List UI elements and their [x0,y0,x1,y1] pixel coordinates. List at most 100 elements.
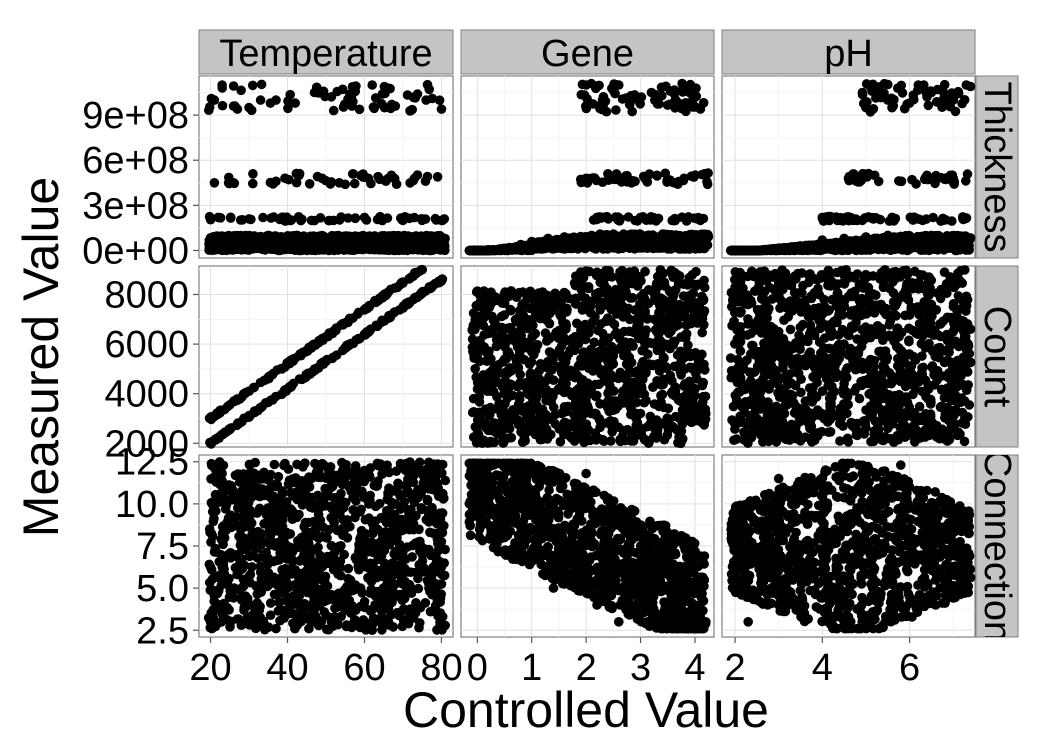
data-point [580,321,591,332]
data-point [888,101,899,111]
data-point [328,105,339,116]
panels-layer [198,75,976,638]
data-point [752,245,762,256]
data-point [237,215,248,225]
data-point [688,94,699,104]
data-point [309,215,320,226]
data-point [597,177,608,187]
data-point [396,242,407,253]
data-point [294,168,305,179]
data-point [356,170,366,181]
data-point [246,214,256,225]
data-point [862,236,873,246]
data-point [308,339,319,350]
data-point [518,244,528,254]
data-point [610,88,620,99]
data-point [657,229,668,239]
data-point [398,303,408,313]
data-point [591,83,601,94]
data-point [576,233,586,243]
data-point [835,238,845,249]
data-point [432,172,443,182]
data-point [581,241,591,251]
data-point [823,241,834,252]
data-point [283,96,293,106]
data-point [965,81,976,92]
data-point [889,216,899,226]
data-point [876,92,886,103]
data-point [783,245,793,255]
data-point [607,356,617,367]
data-point [341,244,352,255]
data-point [540,239,551,250]
data-point [635,99,645,109]
data-point [889,234,900,244]
data-point [640,266,650,277]
panel-count-temperature [198,264,454,449]
data-point [582,94,592,104]
data-point [426,282,437,293]
data-point [283,103,293,114]
data-point [439,242,450,252]
data-point [794,244,805,255]
points-thickness-temperature [204,79,450,256]
data-point [265,371,276,381]
data-point [324,215,335,226]
data-point [388,172,399,183]
data-point [665,99,675,109]
data-point [352,309,363,319]
data-point [965,233,976,243]
data-point [430,213,441,224]
data-point [348,169,359,179]
data-point [636,241,647,251]
data-point [354,104,365,115]
data-point [345,89,355,99]
data-point [568,243,579,253]
data-point [917,243,927,254]
data-point [856,175,867,186]
data-point [240,388,251,398]
data-point [600,336,611,347]
data-point [652,99,663,109]
data-point [276,212,287,223]
data-point [376,98,387,109]
data-point [685,79,696,90]
data-point [361,215,372,225]
data-point [242,236,253,247]
data-point [598,92,609,102]
data-point [726,245,736,256]
data-point [947,170,958,180]
data-point [526,242,536,252]
data-point [678,87,688,97]
data-point [412,170,423,180]
data-point [356,231,367,241]
data-point [962,169,973,179]
data-point [530,429,541,440]
data-point [408,92,419,103]
data-point [285,233,296,243]
data-point [592,231,603,242]
data-point [248,382,259,393]
data-point [242,243,253,254]
data-point [228,81,239,91]
data-point [698,98,709,108]
data-point [420,176,431,186]
data-point [391,232,402,243]
data-point [916,231,926,242]
data-point [660,168,671,179]
data-point [307,239,318,249]
data-point [931,170,941,181]
data-point [643,170,654,181]
data-point [368,241,378,252]
data-point [290,241,300,251]
data-point [677,238,687,249]
data-point [367,80,378,90]
data-point [506,432,517,443]
data-point [229,396,239,406]
data-point [409,212,420,223]
data-point [377,89,388,99]
data-point [422,231,432,241]
data-point [246,105,257,116]
data-point [439,214,450,224]
data-point [337,84,348,95]
